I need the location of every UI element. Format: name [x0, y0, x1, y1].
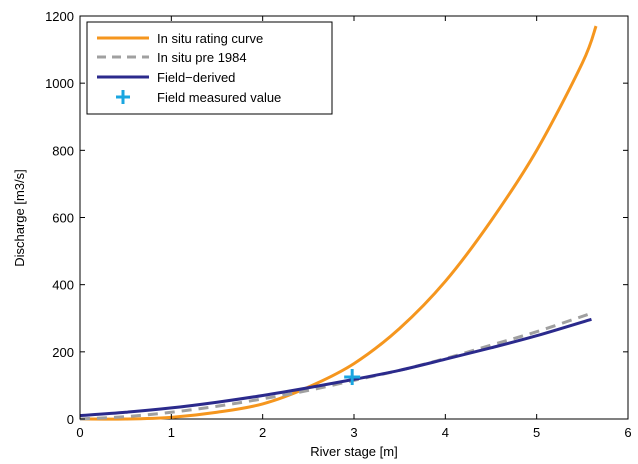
x-tick-label: 6 — [624, 425, 631, 440]
legend-label-field-derived: Field−derived — [157, 70, 235, 85]
legend-label-in-situ-pre-1984: In situ pre 1984 — [157, 50, 247, 65]
y-axis-label: Discharge [m3/s] — [12, 169, 27, 267]
x-tick-label: 5 — [533, 425, 540, 440]
x-tick-label: 1 — [168, 425, 175, 440]
legend-label-field-measured-value: Field measured value — [157, 90, 281, 105]
y-tick-label: 0 — [67, 412, 74, 427]
series-point-field-measured-value — [344, 369, 361, 386]
legend-swatch-field-measured-value — [116, 90, 130, 104]
legend-label-in-situ-rating-curve: In situ rating curve — [157, 31, 263, 46]
legend: In situ rating curve In situ pre 1984 Fi… — [86, 21, 333, 115]
x-tick-label: 3 — [350, 425, 357, 440]
series-line-field-derived — [79, 317, 592, 418]
y-tick-label: 800 — [52, 143, 74, 158]
x-tick-label: 4 — [442, 425, 449, 440]
y-tick-label: 1000 — [45, 76, 74, 91]
x-tick-label: 0 — [76, 425, 83, 440]
y-tick-label: 600 — [52, 211, 74, 226]
y-tick-label: 400 — [52, 278, 74, 293]
tick-layer: 0 1 2 3 4 5 6 0 200 400 600 800 1000 1200 — [45, 9, 632, 440]
series-line-in-situ-pre-1984 — [79, 311, 592, 421]
y-tick-label: 1200 — [45, 9, 74, 24]
x-axis-label: River stage [m] — [310, 444, 397, 459]
y-tick-label: 200 — [52, 345, 74, 360]
x-tick-label: 2 — [259, 425, 266, 440]
